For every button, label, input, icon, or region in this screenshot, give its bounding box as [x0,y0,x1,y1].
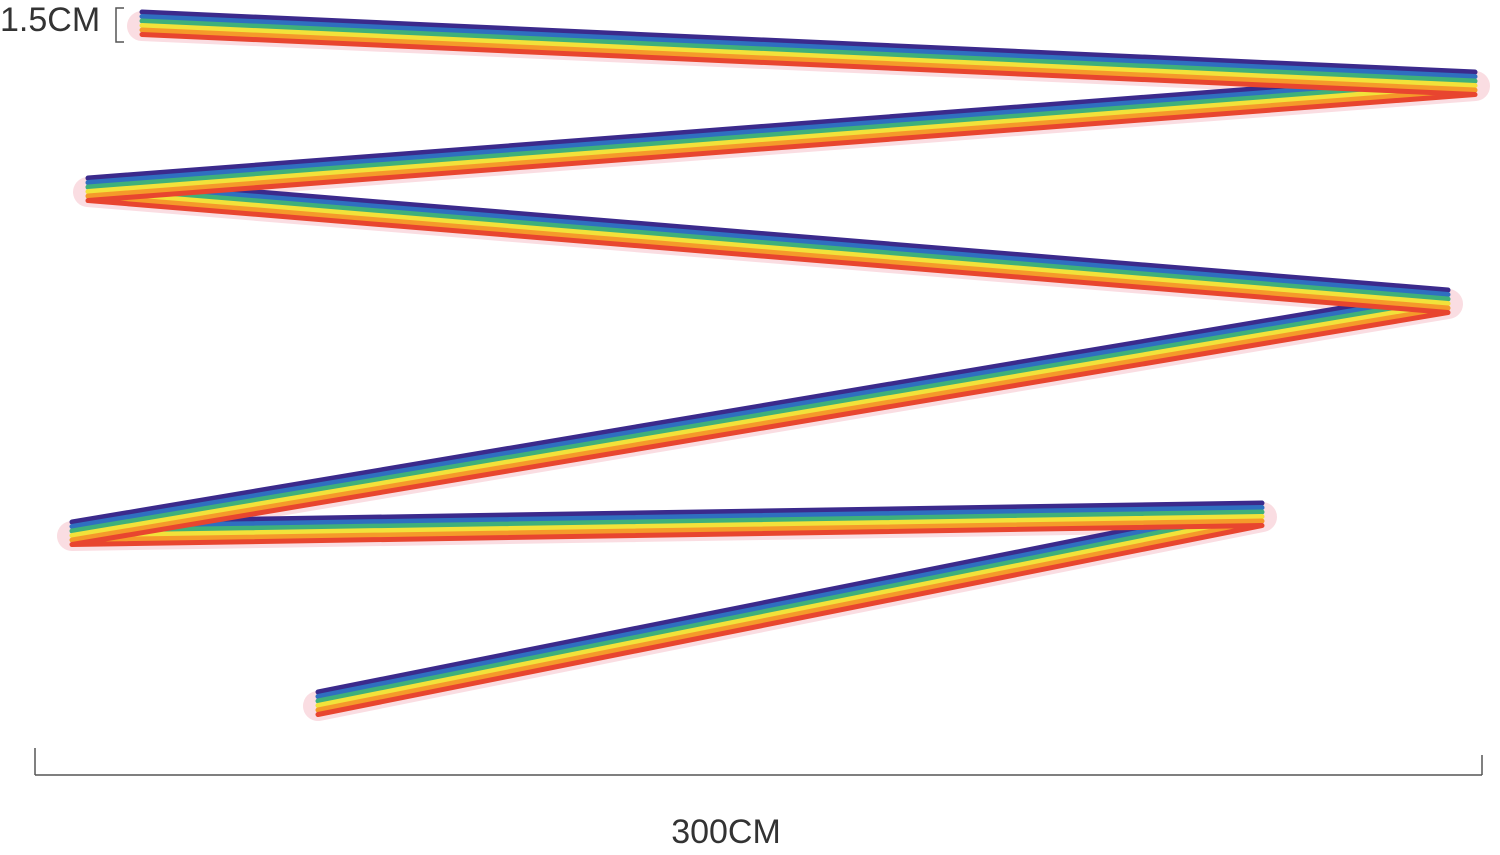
ribbon-stripe [69,32,1478,717]
ribbon-stripe [69,14,1478,699]
rainbow-ribbon [57,9,1490,721]
ribbon-stripe [69,23,1478,708]
width-bracket [115,7,124,43]
length-label: 300CM [671,813,781,851]
width-label: 1.5CM [0,1,100,39]
ribbon-stripe [69,18,1478,704]
ribbon-stripe [69,27,1478,713]
ribbon-stripe [69,9,1478,695]
